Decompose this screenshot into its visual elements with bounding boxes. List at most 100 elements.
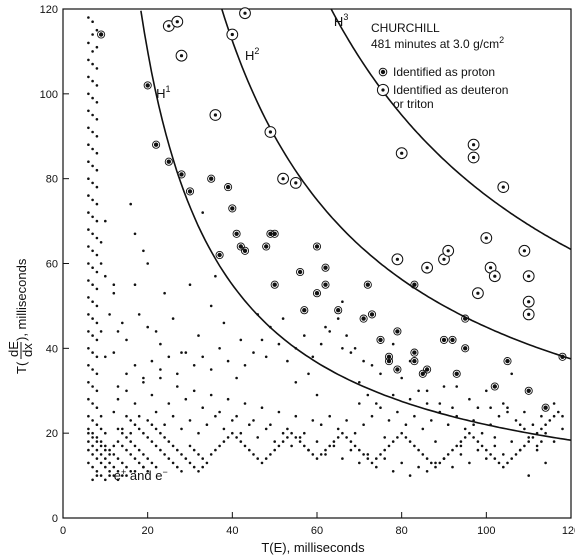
small-point xyxy=(95,423,99,427)
small-point xyxy=(91,33,94,36)
small-point xyxy=(349,351,353,354)
proton-point-core xyxy=(187,189,193,194)
legend-proton-marker xyxy=(378,67,388,77)
small-point xyxy=(112,291,116,295)
small-point xyxy=(514,453,518,456)
small-point xyxy=(328,330,332,333)
small-point xyxy=(91,453,94,456)
small-point xyxy=(154,330,158,333)
small-point xyxy=(387,419,391,422)
small-point xyxy=(91,50,94,53)
small-point xyxy=(472,419,475,422)
small-point xyxy=(91,249,94,253)
small-point xyxy=(400,431,404,435)
small-point xyxy=(108,474,111,477)
proton-point xyxy=(177,170,186,179)
proton-point-core xyxy=(378,337,383,343)
small-point xyxy=(104,448,107,452)
small-point xyxy=(531,436,535,439)
proton-point-core xyxy=(314,291,320,296)
proton-point-core xyxy=(463,346,468,351)
proton-point xyxy=(439,335,449,344)
annotation-exposure: 481 minutes at 3.0 g/cm2 xyxy=(371,35,504,51)
small-point xyxy=(146,436,149,439)
small-point xyxy=(116,457,120,460)
small-point xyxy=(506,410,509,414)
small-point xyxy=(269,325,272,329)
small-point xyxy=(201,355,204,359)
small-point xyxy=(159,368,162,371)
small-point xyxy=(192,448,196,452)
deuteron-point-core xyxy=(179,54,184,58)
small-point xyxy=(125,414,128,418)
small-point xyxy=(87,126,90,130)
small-point xyxy=(218,444,221,448)
small-point xyxy=(540,440,543,443)
small-point xyxy=(303,334,306,337)
small-point xyxy=(112,283,116,287)
annotation-location: CHURCHILL xyxy=(371,21,440,35)
proton-point-core xyxy=(98,32,104,37)
small-point xyxy=(281,317,285,320)
proton-point xyxy=(367,310,377,319)
small-point xyxy=(375,465,378,469)
small-point xyxy=(95,436,99,439)
small-point xyxy=(417,448,420,452)
small-point xyxy=(99,414,103,418)
small-point xyxy=(95,304,99,308)
small-point xyxy=(91,215,94,219)
proton-point-core xyxy=(314,244,320,249)
small-point xyxy=(506,406,509,410)
small-point xyxy=(171,444,175,448)
small-point xyxy=(87,75,90,79)
small-point xyxy=(328,444,332,448)
small-point xyxy=(294,381,298,384)
small-point xyxy=(142,431,145,435)
small-point xyxy=(95,253,99,257)
small-point xyxy=(146,262,149,265)
proton-point-core xyxy=(238,244,243,249)
small-point xyxy=(281,440,285,443)
small-point xyxy=(104,355,107,359)
small-point xyxy=(493,457,497,460)
small-point xyxy=(311,453,315,456)
small-point xyxy=(95,321,99,325)
proton-point-ring xyxy=(236,242,245,251)
y-axis-label: T( dE dx ), milliseconds xyxy=(6,258,35,374)
deuteron-point-core xyxy=(484,236,488,240)
proton-point xyxy=(423,365,432,374)
small-point xyxy=(472,436,475,439)
small-point xyxy=(125,372,128,376)
small-point xyxy=(95,287,99,291)
small-point xyxy=(231,431,234,435)
proton-point-core xyxy=(412,282,417,287)
proton-point xyxy=(236,242,245,251)
small-point xyxy=(391,342,395,346)
proton-point-ring xyxy=(461,344,470,353)
small-point xyxy=(324,325,327,329)
deuteron-point xyxy=(442,244,455,257)
small-point xyxy=(349,440,353,443)
proton-point-ring xyxy=(439,335,449,344)
small-point xyxy=(154,410,158,414)
proton-point-ring xyxy=(524,386,533,395)
small-point xyxy=(192,389,196,393)
small-point xyxy=(104,465,107,469)
small-point xyxy=(514,419,518,422)
small-point xyxy=(535,431,539,435)
deuteron-point-core xyxy=(268,130,272,134)
deuteron-point xyxy=(518,244,531,257)
small-point xyxy=(91,130,94,134)
small-point xyxy=(430,461,433,465)
proton-point-ring xyxy=(164,157,173,166)
proton-point-core xyxy=(454,371,459,376)
small-point xyxy=(112,453,116,456)
small-point xyxy=(370,364,374,367)
proton-point-ring xyxy=(262,242,271,251)
proton-point xyxy=(224,183,233,192)
proton-point-core xyxy=(505,358,510,364)
small-point xyxy=(133,470,137,473)
small-point xyxy=(99,453,103,456)
deuteron-point xyxy=(522,308,535,321)
